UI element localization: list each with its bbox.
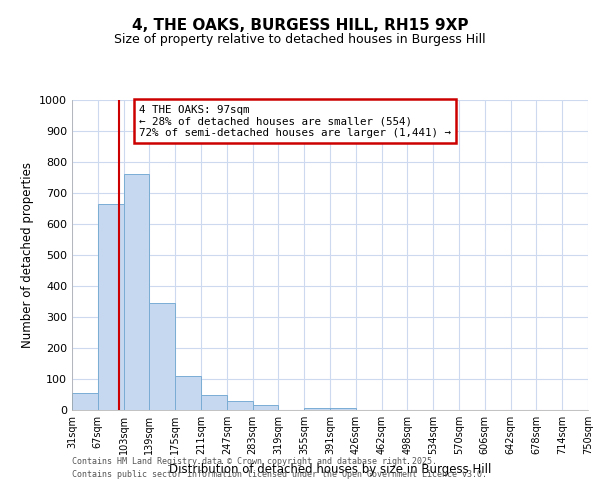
- Bar: [175, 376, 201, 410]
- Text: Contains public sector information licensed under the Open Government Licence v3: Contains public sector information licen…: [72, 470, 487, 479]
- Bar: [330, 408, 356, 410]
- Bar: [253, 405, 278, 410]
- Y-axis label: Number of detached properties: Number of detached properties: [20, 162, 34, 348]
- Text: 4 THE OAKS: 97sqm
← 28% of detached houses are smaller (554)
72% of semi-detache: 4 THE OAKS: 97sqm ← 28% of detached hous…: [139, 104, 451, 138]
- Bar: [124, 174, 149, 410]
- Bar: [72, 393, 98, 410]
- Bar: [304, 408, 330, 410]
- Bar: [227, 402, 253, 410]
- Bar: [201, 394, 227, 410]
- Bar: [98, 204, 124, 410]
- Bar: [149, 303, 175, 410]
- Text: 4, THE OAKS, BURGESS HILL, RH15 9XP: 4, THE OAKS, BURGESS HILL, RH15 9XP: [132, 18, 468, 32]
- Text: Contains HM Land Registry data © Crown copyright and database right 2025.: Contains HM Land Registry data © Crown c…: [72, 458, 437, 466]
- Text: Size of property relative to detached houses in Burgess Hill: Size of property relative to detached ho…: [114, 32, 486, 46]
- X-axis label: Distribution of detached houses by size in Burgess Hill: Distribution of detached houses by size …: [169, 462, 491, 475]
